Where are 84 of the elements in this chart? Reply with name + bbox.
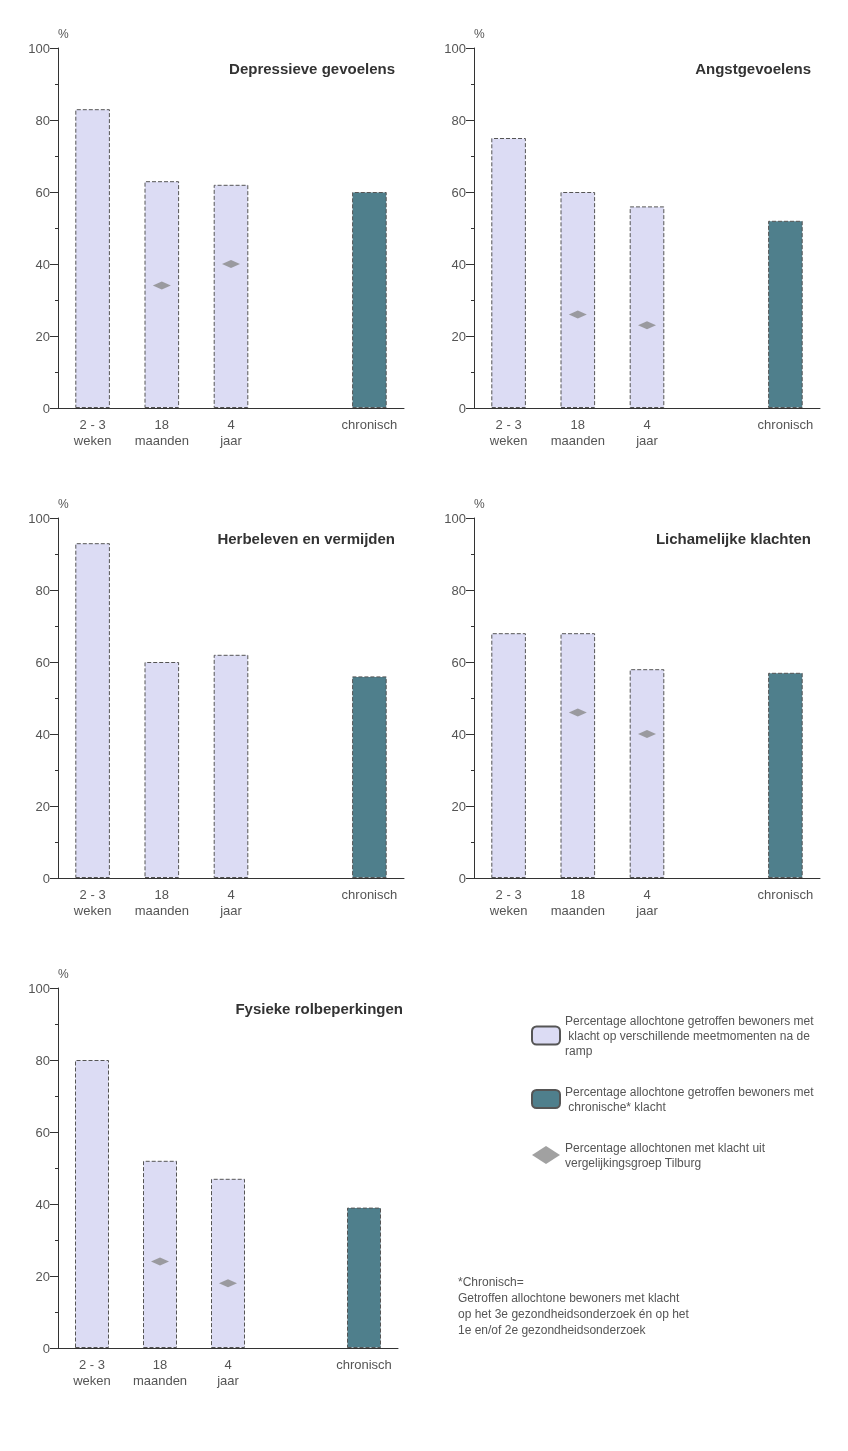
bar (629, 669, 665, 878)
y-tick-label: 60 (35, 184, 50, 200)
bar (768, 672, 803, 878)
y-tick-label: 60 (35, 1124, 50, 1140)
x-tick-label: 18 maanden (550, 416, 605, 448)
x-tick-label: 18 maanden (132, 1356, 188, 1388)
x-tick-label: chronisch (336, 1356, 392, 1372)
bar (75, 1060, 109, 1348)
x-tick-label: 2 - 3 weken (488, 886, 528, 918)
x-tick-label: chronisch (341, 886, 398, 902)
y-axis-title: % (474, 497, 485, 511)
bar (143, 1160, 177, 1348)
y-tick-label: 20 (35, 328, 50, 344)
text: Lichamelijke klachten (655, 530, 812, 547)
x-tick-label: chronisch (757, 886, 814, 902)
y-tick-label: 0 (42, 870, 50, 886)
y-tick-label: 100 (444, 40, 466, 56)
text: *Chronisch= Getroffen allochtone bewoners met klacht op het 3e gezondheidsonderzoek én op het 1e en/of 2e gezondheidsonderzoek (458, 1275, 690, 1337)
y-tick-label: 80 (451, 112, 466, 128)
x-tick-label: 18 maanden (550, 886, 605, 918)
y-tick-label: 0 (458, 400, 466, 416)
x-tick-label: 4 jaar (635, 416, 659, 448)
y-tick-label: 20 (451, 328, 466, 344)
x-tick-label: 18 maanden (134, 416, 189, 448)
y-tick-label: 0 (42, 1340, 50, 1356)
x-tick-label: chronisch (341, 416, 398, 432)
y-tick-label: 60 (451, 654, 466, 670)
y-tick-label: 20 (35, 1268, 50, 1284)
y-tick-label: 40 (451, 256, 466, 272)
bar (347, 1207, 381, 1348)
bar (213, 654, 249, 878)
x-tick-label: 18 maanden (134, 886, 189, 918)
x-tick-label: 4 jaar (635, 886, 659, 918)
legend-label: Percentage allochtone getroffen bewoners met klacht op verschillende meetmomenten na de ramp (565, 1013, 815, 1058)
y-tick-label: 40 (451, 726, 466, 742)
x-tick-label: 2 - 3 weken (72, 886, 112, 918)
x-tick-label: 4 jaar (216, 1356, 240, 1388)
y-tick-label: 80 (451, 582, 466, 598)
y-tick-label: 100 (28, 980, 50, 996)
bar (144, 181, 180, 408)
y-tick-label: 0 (458, 870, 466, 886)
y-tick-label: 0 (42, 400, 50, 416)
y-tick-label: 60 (451, 184, 466, 200)
y-tick-label: 40 (35, 726, 50, 742)
y-axis-title: % (58, 27, 69, 41)
bar (491, 138, 526, 408)
bar (768, 220, 803, 408)
y-tick-label: 60 (35, 654, 50, 670)
x-tick-label: chronisch (757, 416, 814, 432)
y-axis-title: % (58, 497, 69, 511)
bar (352, 676, 387, 878)
bar (491, 633, 526, 878)
text: Fysieke rolbeperkingen (235, 1000, 403, 1017)
text: Angstgevoelens (695, 60, 812, 77)
y-tick-label: 20 (35, 798, 50, 814)
y-tick-label: 80 (35, 112, 50, 128)
bar (144, 662, 180, 878)
bar (211, 1178, 245, 1348)
y-tick-label: 40 (35, 256, 50, 272)
x-tick-label: 2 - 3 weken (72, 1356, 111, 1388)
text: Depressieve gevoelens (229, 60, 396, 77)
bar (75, 543, 110, 878)
bar (352, 192, 387, 408)
y-tick-label: 80 (35, 582, 50, 598)
y-tick-label: 80 (35, 1052, 50, 1068)
x-tick-label: 4 jaar (219, 886, 243, 918)
x-tick-label: 2 - 3 weken (72, 416, 112, 448)
bar (560, 633, 596, 878)
y-axis-title: % (474, 27, 485, 41)
y-axis-title: % (58, 967, 69, 981)
y-tick-label: 40 (35, 1196, 50, 1212)
y-tick-label: 100 (28, 510, 50, 526)
bar (560, 192, 596, 408)
y-tick-label: 20 (451, 798, 466, 814)
text: Herbeleven en vermijden (217, 530, 395, 547)
legend-label: Percentage allochtone getroffen bewoners met chronische* klacht (565, 1084, 815, 1114)
bar (75, 109, 110, 408)
legend-label: Percentage allochtonen met klacht uit vergelijkingsgroep Tilburg (565, 1140, 769, 1170)
y-tick-label: 100 (444, 510, 466, 526)
bar (629, 206, 665, 408)
x-tick-label: 2 - 3 weken (488, 416, 528, 448)
bar (213, 184, 249, 408)
x-tick-label: 4 jaar (219, 416, 243, 448)
y-tick-label: 100 (28, 40, 50, 56)
